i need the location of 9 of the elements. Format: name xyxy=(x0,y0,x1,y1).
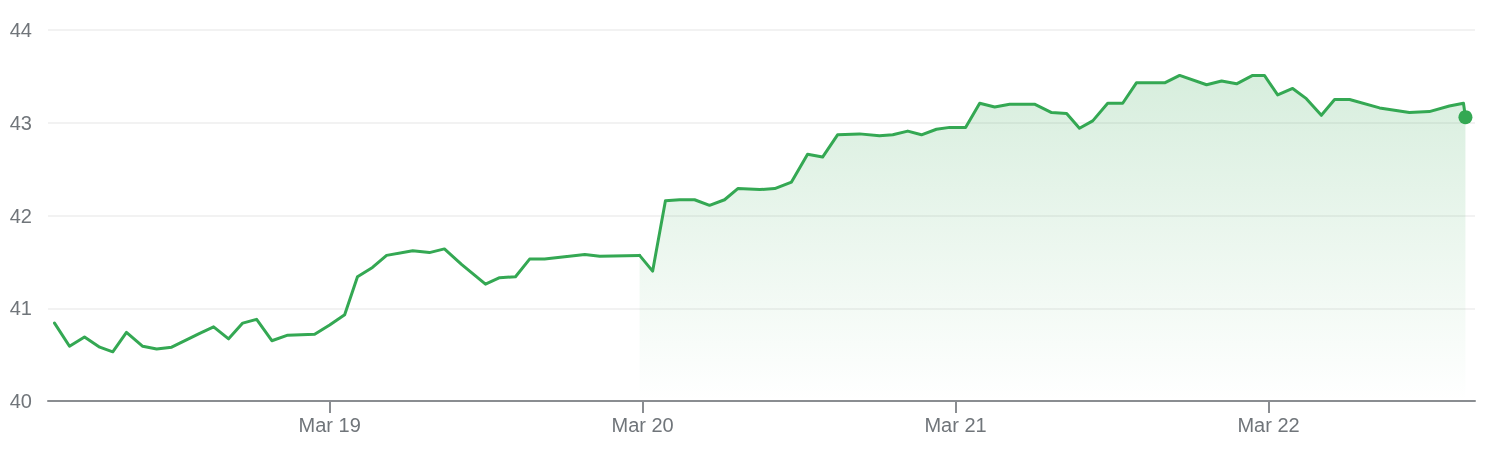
x-tick-label: Mar 21 xyxy=(924,414,987,436)
y-tick-label: 43 xyxy=(9,111,32,134)
y-tick-label: 42 xyxy=(9,204,32,227)
y-tick-label: 44 xyxy=(9,19,32,41)
y-tick-label: 41 xyxy=(9,297,32,320)
x-tick-label: Mar 22 xyxy=(1237,414,1300,436)
x-tick-label: Mar 19 xyxy=(298,414,361,436)
y-tick-label: 40 xyxy=(9,390,32,412)
x-tick-label: Mar 20 xyxy=(611,414,674,436)
